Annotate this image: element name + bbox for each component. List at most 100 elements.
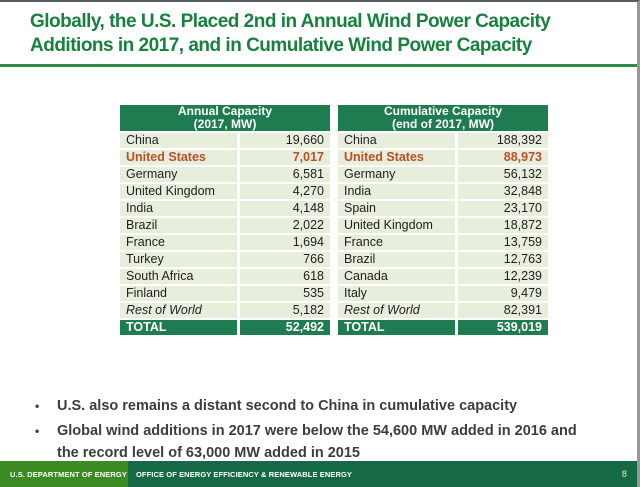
- capacity-tables: Annual Capacity (2017, MW) China 19,660 Un…: [120, 105, 637, 337]
- annual-total-row: TOTAL 52,492: [120, 320, 330, 335]
- value-cell: 82,391: [458, 303, 548, 318]
- footer-office-segment: OFFICE OF ENERGY EFFICIENCY & RENEWABLE …: [128, 461, 637, 487]
- table-row: Turkey 766: [120, 252, 330, 267]
- country-cell: United Kingdom: [120, 184, 237, 199]
- table-row: France 1,694: [120, 235, 330, 250]
- page-number: 8: [621, 469, 627, 479]
- bullet-text: Global wind additions in 2017 were below…: [57, 423, 577, 461]
- table-row: Rest of World 82,391: [338, 303, 548, 318]
- cumulative-table-header: Cumulative Capacity (end of 2017, MW): [338, 105, 548, 131]
- annual-table-header-line2: (2017, MW): [193, 117, 257, 131]
- value-cell: 7,017: [240, 150, 330, 165]
- table-row: Finland 535: [120, 286, 330, 301]
- title-divider: [0, 64, 637, 67]
- annual-table-body: China 19,660 United States 7,017 Germany 6,58…: [120, 133, 330, 318]
- value-cell: 2,022: [240, 218, 330, 233]
- country-cell: China: [120, 133, 237, 148]
- country-cell: United States: [120, 150, 237, 165]
- country-cell: Spain: [338, 201, 455, 216]
- country-cell: China: [338, 133, 455, 148]
- value-cell: 5,182: [240, 303, 330, 318]
- bullet-marker: •: [35, 424, 40, 438]
- table-row: China 19,660: [120, 133, 330, 148]
- table-row: India 32,848: [338, 184, 548, 199]
- country-cell: Brazil: [338, 252, 455, 267]
- country-cell: United Kingdom: [338, 218, 455, 233]
- table-row: United Kingdom 4,270: [120, 184, 330, 199]
- value-cell: 23,170: [458, 201, 548, 216]
- slide-title-line2: Additions in 2017, and in Cumulative Win…: [30, 35, 532, 56]
- country-cell: Turkey: [120, 252, 237, 267]
- table-row: Spain 23,170: [338, 201, 548, 216]
- table-row: Brazil 2,022: [120, 218, 330, 233]
- table-row: China 188,392: [338, 133, 548, 148]
- table-row: Canada 12,239: [338, 269, 548, 284]
- footer-office-label: OFFICE OF ENERGY EFFICIENCY & RENEWABLE …: [136, 469, 353, 479]
- table-row: United States 88,973: [338, 150, 548, 165]
- country-cell: Canada: [338, 269, 455, 284]
- bullet-text: U.S. also remains a distant second to Ch…: [57, 398, 518, 414]
- value-cell: 535: [240, 286, 330, 301]
- country-cell: France: [338, 235, 455, 250]
- country-cell: South Africa: [120, 269, 237, 284]
- table-row: India 4,148: [120, 201, 330, 216]
- bullet-marker: •: [35, 399, 40, 413]
- total-label-cell: TOTAL: [120, 320, 237, 335]
- value-cell: 6,581: [240, 167, 330, 182]
- country-cell: Rest of World: [120, 303, 237, 318]
- table-row: Italy 9,479: [338, 286, 548, 301]
- cumulative-table-header-line1: Cumulative Capacity: [383, 104, 503, 118]
- value-cell: 9,479: [458, 286, 548, 301]
- country-cell: Brazil: [120, 218, 237, 233]
- slide-title: Globally, the U.S. Placed 2nd in Annual …: [30, 10, 609, 58]
- country-cell: Rest of World: [338, 303, 455, 318]
- annual-table-header: Annual Capacity (2017, MW): [120, 105, 330, 131]
- value-cell: 188,392: [458, 133, 548, 148]
- bullet-list: • U.S. also remains a distant second to …: [33, 395, 597, 464]
- annual-capacity-table: Annual Capacity (2017, MW) China 19,660 Un…: [120, 105, 330, 337]
- total-value-cell: 52,492: [240, 320, 330, 335]
- value-cell: 766: [240, 252, 330, 267]
- value-cell: 32,848: [458, 184, 548, 199]
- bullet-item: • Global wind additions in 2017 were bel…: [33, 420, 577, 464]
- cumulative-capacity-table: Cumulative Capacity (end of 2017, MW) Ch…: [338, 105, 548, 337]
- value-cell: 12,239: [458, 269, 548, 284]
- value-cell: 19,660: [240, 133, 330, 148]
- total-value-cell: 539,019: [458, 320, 548, 335]
- value-cell: 618: [240, 269, 330, 284]
- footer-bar: U.S. DEPARTMENT OF ENERGY OFFICE OF ENER…: [0, 461, 637, 487]
- country-cell: India: [120, 201, 237, 216]
- table-row: United Kingdom 18,872: [338, 218, 548, 233]
- value-cell: 88,973: [458, 150, 548, 165]
- value-cell: 4,270: [240, 184, 330, 199]
- slide-title-line1: Globally, the U.S. Placed 2nd in Annual …: [30, 11, 551, 32]
- table-row: Germany 56,132: [338, 167, 548, 182]
- bullet-item: • U.S. also remains a distant second to …: [33, 395, 577, 417]
- country-cell: Germany: [338, 167, 455, 182]
- table-row: United States 7,017: [120, 150, 330, 165]
- country-cell: France: [120, 235, 237, 250]
- cumulative-table-body: China 188,392 United States 88,973 Germany 56…: [338, 133, 548, 318]
- country-cell: India: [338, 184, 455, 199]
- value-cell: 56,132: [458, 167, 548, 182]
- cumulative-total-row: TOTAL 539,019: [338, 320, 548, 335]
- value-cell: 12,763: [458, 252, 548, 267]
- total-label-cell: TOTAL: [338, 320, 455, 335]
- table-row: Brazil 12,763: [338, 252, 548, 267]
- country-cell: Germany: [120, 167, 237, 182]
- table-row: Germany 6,581: [120, 167, 330, 182]
- table-row: Rest of World 5,182: [120, 303, 330, 318]
- country-cell: Finland: [120, 286, 237, 301]
- table-row: South Africa 618: [120, 269, 330, 284]
- value-cell: 1,694: [240, 235, 330, 250]
- value-cell: 13,759: [458, 235, 548, 250]
- value-cell: 4,148: [240, 201, 330, 216]
- value-cell: 18,872: [458, 218, 548, 233]
- country-cell: United States: [338, 150, 455, 165]
- annual-table-header-line1: Annual Capacity: [177, 104, 273, 118]
- footer-department-label: U.S. DEPARTMENT OF ENERGY: [0, 461, 128, 487]
- country-cell: Italy: [338, 286, 455, 301]
- cumulative-table-header-line2: (end of 2017, MW): [391, 117, 494, 131]
- table-row: France 13,759: [338, 235, 548, 250]
